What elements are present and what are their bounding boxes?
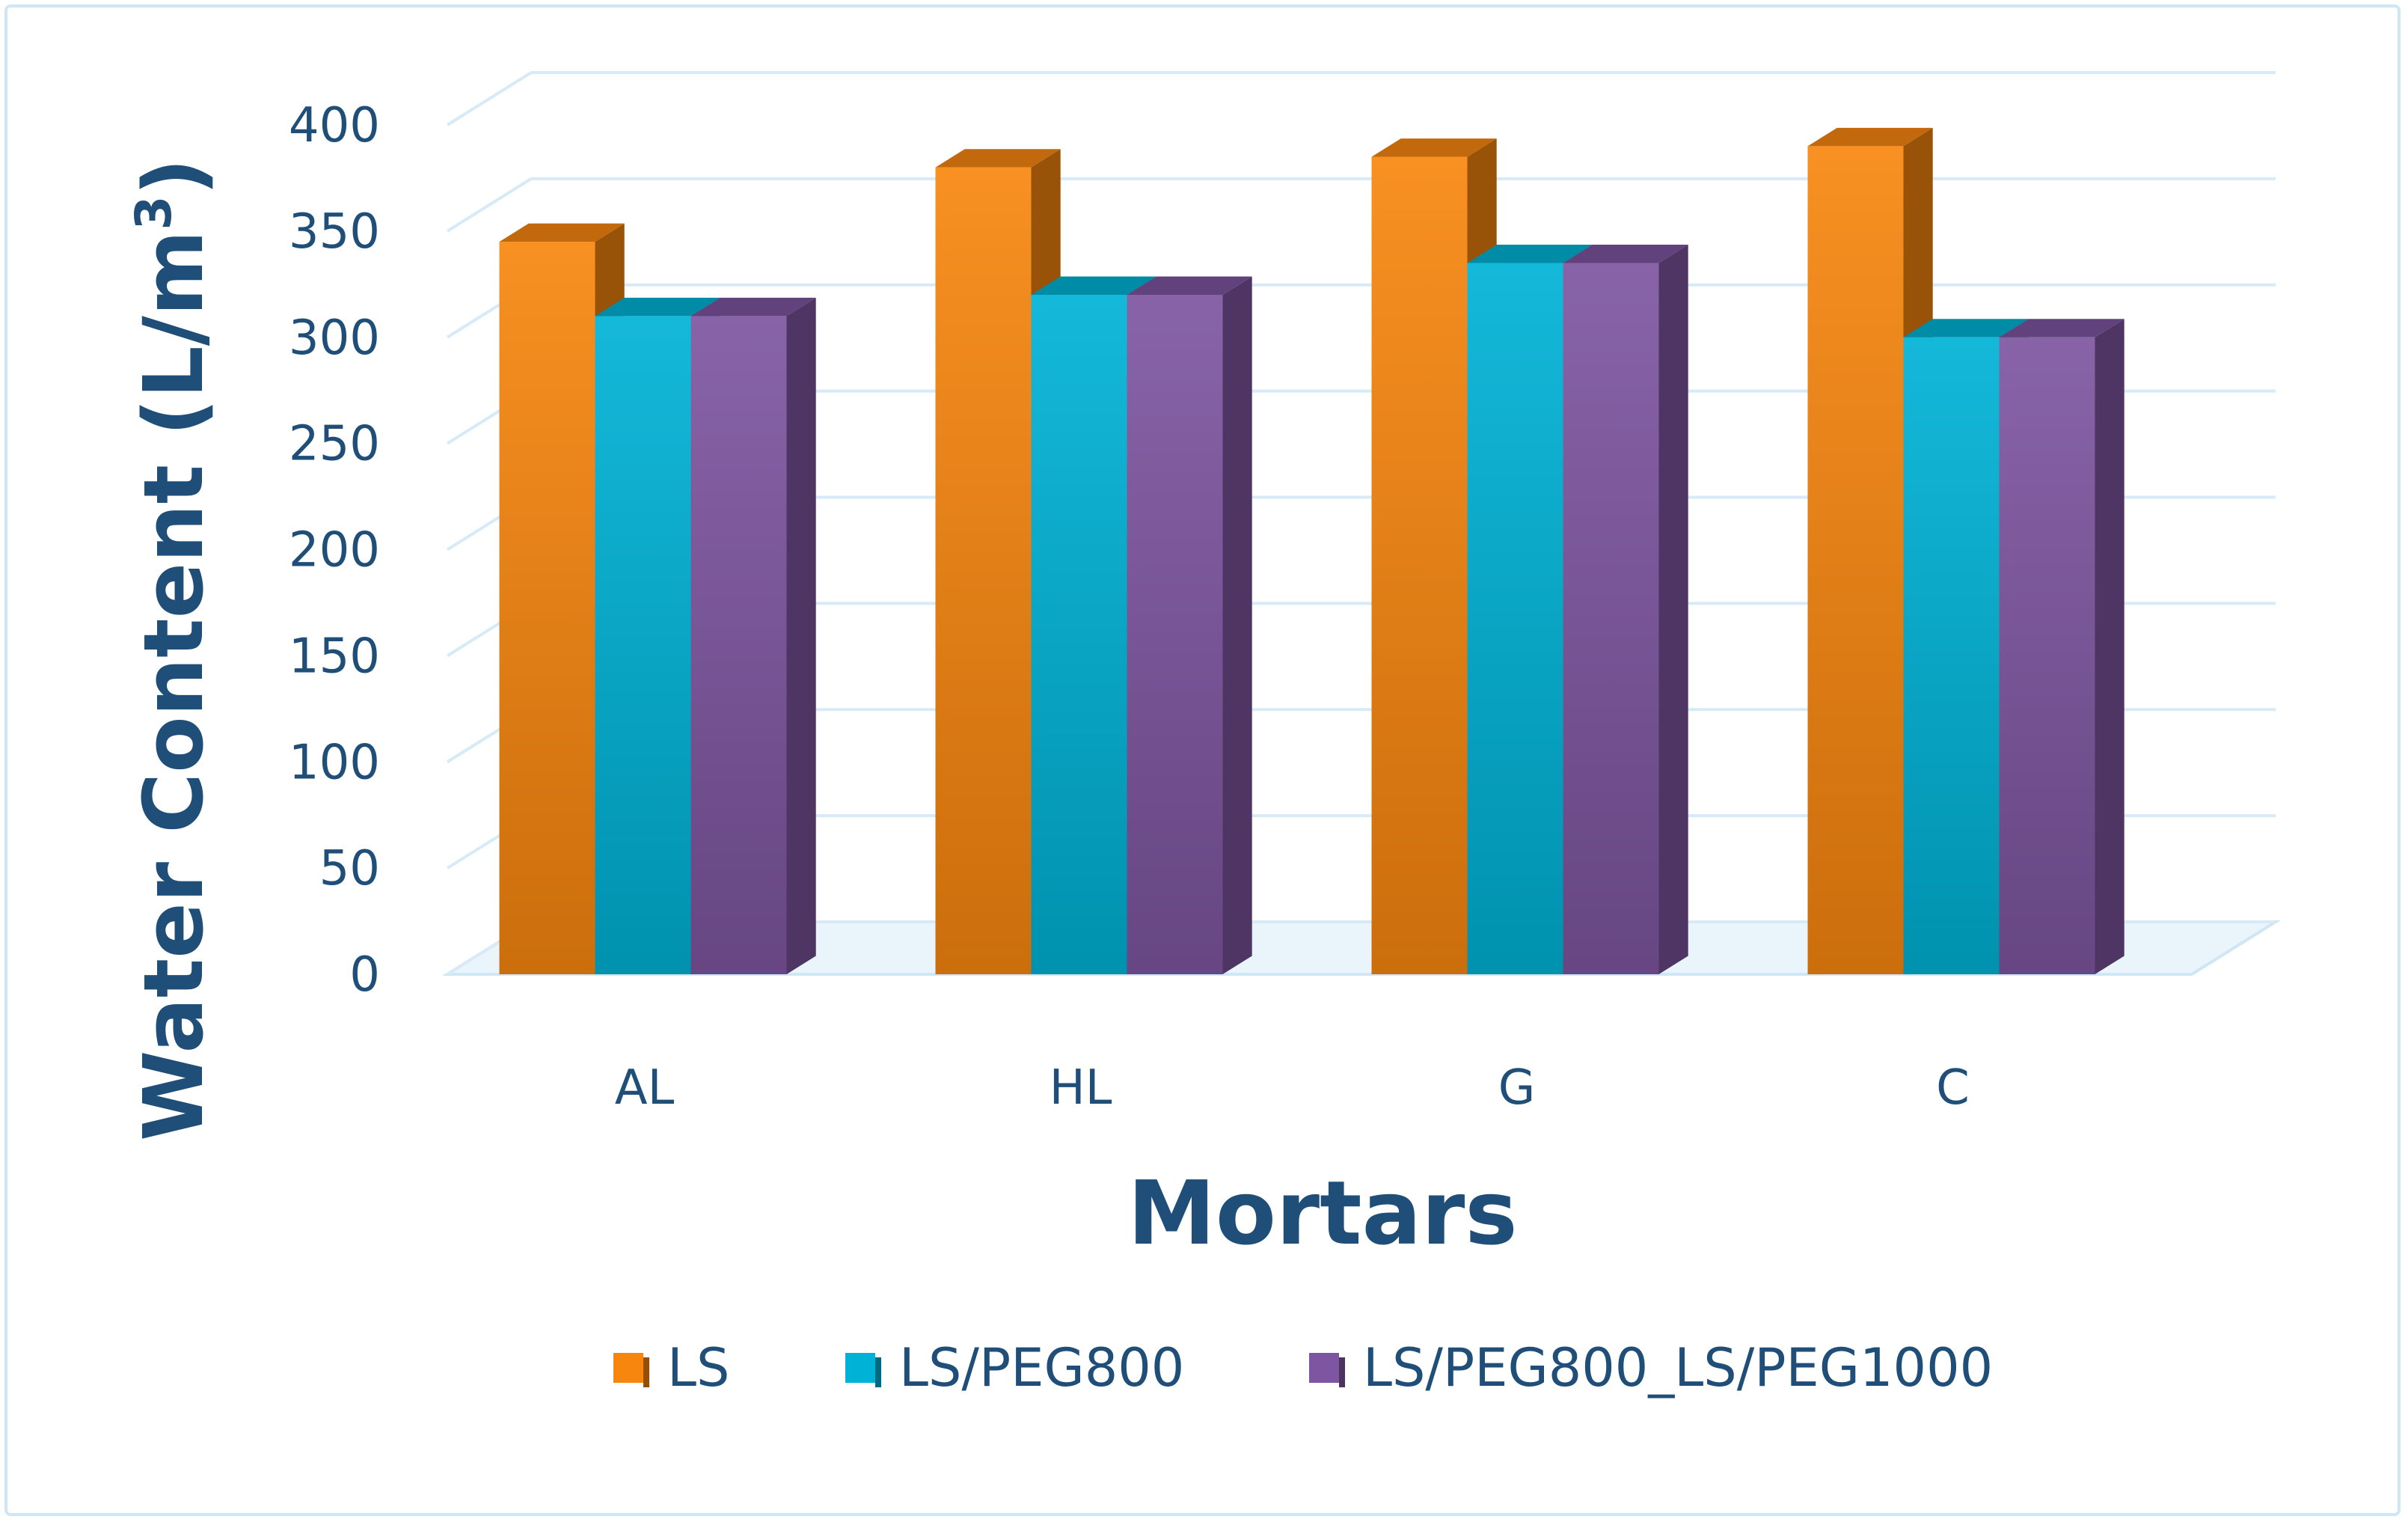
bar-front xyxy=(1563,263,1659,974)
bar-top xyxy=(1467,244,1593,263)
legend-swatch-side xyxy=(1339,1357,1345,1387)
legend-label: LS/PEG800_LS/PEG1000 xyxy=(1363,1337,1993,1399)
y-tick-label: 50 xyxy=(319,841,380,896)
gridline-depth xyxy=(446,71,533,126)
bar-top xyxy=(1807,127,1933,147)
bar-top xyxy=(1031,276,1156,295)
bar-front xyxy=(1031,295,1127,974)
legend-item-LS: LS xyxy=(613,1337,729,1399)
bar-top xyxy=(1563,244,1688,263)
y-tick-label: 0 xyxy=(349,947,380,1003)
bar-top xyxy=(1371,138,1497,157)
bars xyxy=(499,127,2124,974)
bar-top xyxy=(499,223,625,242)
bar-front xyxy=(595,316,691,974)
legend-swatch xyxy=(1309,1353,1339,1383)
y-axis-ticks: 0 50 100 150 200 250 300 350 400 xyxy=(289,98,380,1003)
x-category-label: AL xyxy=(615,1060,675,1116)
bar-HL-LS/PEG800_LS/PEG1000 xyxy=(1127,276,1252,974)
legend-swatch-side xyxy=(643,1357,649,1387)
bar-front xyxy=(1467,263,1563,974)
bar-top xyxy=(690,297,816,317)
bar-top xyxy=(1999,319,2124,337)
legend-swatch-side xyxy=(875,1357,881,1387)
legend-item-LS/PEG800: LS/PEG800 xyxy=(845,1337,1184,1399)
legend-label: LS xyxy=(667,1337,729,1399)
bar-side xyxy=(786,297,816,974)
bar-side xyxy=(1222,276,1252,974)
bar-front xyxy=(935,167,1032,974)
x-category-label: C xyxy=(1936,1060,1970,1116)
y-axis-label: Water Content (L/m3) xyxy=(125,158,221,1141)
y-tick-label: 400 xyxy=(289,98,380,153)
y-tick-label: 300 xyxy=(289,311,380,366)
bar-G-LS/PEG800_LS/PEG1000 xyxy=(1563,244,1688,974)
bar-C-LS/PEG800_LS/PEG1000 xyxy=(1999,319,2124,974)
y-tick-label: 250 xyxy=(289,417,380,472)
bar-side xyxy=(2095,319,2124,974)
x-axis-label: Mortars xyxy=(1127,1161,1517,1265)
bar-front xyxy=(1127,295,1223,974)
bar-top xyxy=(1903,319,2029,337)
x-axis-categories: AL HL G C xyxy=(615,1060,1970,1116)
bar-front xyxy=(1903,337,2000,974)
bar-front xyxy=(1999,337,2095,974)
bar-top xyxy=(1127,276,1252,295)
y-tick-label: 100 xyxy=(289,735,380,790)
legend-swatch xyxy=(845,1353,875,1383)
legend-item-LS/PEG800_LS/PEG1000: LS/PEG800_LS/PEG1000 xyxy=(1309,1337,1993,1399)
bar-front xyxy=(1807,146,1904,974)
y-tick-label: 200 xyxy=(289,523,380,578)
bar-front xyxy=(690,316,787,974)
legend-label: LS/PEG800 xyxy=(899,1337,1184,1399)
legend: LS LS/PEG800 LS/PEG800_LS/PEG1000 xyxy=(613,1337,1993,1399)
x-category-label: G xyxy=(1498,1060,1536,1116)
bar-top xyxy=(595,297,720,317)
gridline-depth xyxy=(446,177,533,233)
y-tick-label: 350 xyxy=(289,204,380,260)
x-category-label: HL xyxy=(1050,1060,1112,1116)
bar-side xyxy=(1658,244,1688,974)
bar-front xyxy=(1371,156,1468,974)
bar-front xyxy=(499,242,595,974)
y-tick-label: 150 xyxy=(289,629,380,684)
bar-top xyxy=(935,149,1061,168)
bar-AL-LS/PEG800_LS/PEG1000 xyxy=(690,297,816,974)
legend-swatch xyxy=(613,1353,643,1383)
